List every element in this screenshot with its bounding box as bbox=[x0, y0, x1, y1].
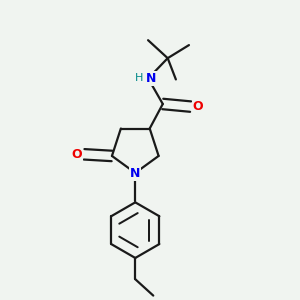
Text: H: H bbox=[135, 74, 143, 83]
Text: N: N bbox=[146, 72, 157, 85]
Text: N: N bbox=[130, 167, 140, 180]
Text: O: O bbox=[193, 100, 203, 113]
Text: O: O bbox=[72, 148, 82, 161]
